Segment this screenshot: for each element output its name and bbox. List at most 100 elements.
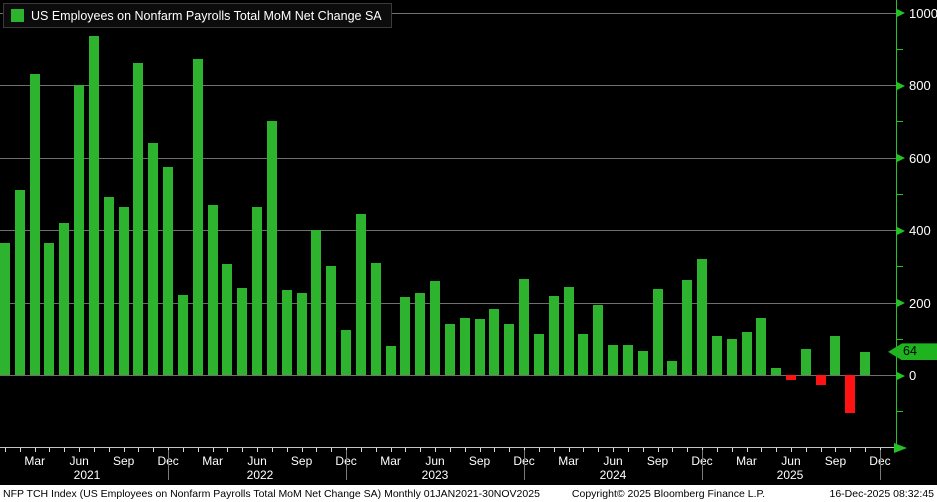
x-month-tick bbox=[316, 448, 317, 452]
bar-dec-2021[interactable] bbox=[163, 167, 173, 375]
bar-dec-2024[interactable] bbox=[697, 259, 707, 375]
x-month-tick bbox=[376, 448, 377, 452]
y-tick-arrow-icon bbox=[897, 82, 905, 90]
bar-feb-2023[interactable] bbox=[371, 263, 381, 375]
bar-aug-2024[interactable] bbox=[638, 351, 648, 375]
x-month-tick bbox=[835, 448, 836, 452]
x-month-tick bbox=[613, 448, 614, 452]
bar-nov-2024[interactable] bbox=[682, 280, 692, 375]
x-year-label-2023: 2023 bbox=[422, 469, 449, 481]
bar-jul-2021[interactable] bbox=[89, 36, 99, 375]
bar-feb-2022[interactable] bbox=[193, 59, 203, 375]
bar-dec-2022[interactable] bbox=[341, 330, 351, 375]
bar-nov-2021[interactable] bbox=[148, 143, 158, 375]
bar-mar-2024[interactable] bbox=[564, 287, 574, 375]
bar-may-2024[interactable] bbox=[593, 305, 603, 375]
bar-sep-2022[interactable] bbox=[297, 293, 307, 375]
x-month-label: Mar bbox=[558, 455, 579, 467]
year-separator bbox=[880, 450, 881, 480]
status-index-description: NFP TCH Index (US Employees on Nonfarm P… bbox=[3, 488, 540, 500]
bar-jan-2021[interactable] bbox=[0, 243, 10, 375]
bar-mar-2021[interactable] bbox=[30, 74, 40, 375]
bar-may-2021[interactable] bbox=[59, 223, 69, 375]
bar-jan-2025[interactable] bbox=[712, 336, 722, 375]
bar-may-2022[interactable] bbox=[237, 288, 247, 375]
bar-dec-2023[interactable] bbox=[519, 279, 529, 375]
legend[interactable]: US Employees on Nonfarm Payrolls Total M… bbox=[3, 3, 392, 28]
x-month-tick bbox=[450, 448, 451, 452]
bar-aug-2021[interactable] bbox=[104, 197, 114, 375]
bar-aug-2022[interactable] bbox=[282, 290, 292, 375]
x-year-label-2024: 2024 bbox=[600, 469, 627, 481]
bar-aug-2025[interactable] bbox=[816, 375, 826, 385]
y-tick-arrow-icon bbox=[897, 9, 905, 17]
x-month-tick bbox=[153, 448, 154, 452]
bar-mar-2023[interactable] bbox=[386, 346, 396, 375]
y-tick-arrow-icon bbox=[897, 372, 905, 380]
bar-may-2023[interactable] bbox=[415, 293, 425, 375]
x-month-label: Sep bbox=[113, 455, 134, 467]
bar-jan-2023[interactable] bbox=[356, 214, 366, 375]
x-month-tick bbox=[628, 448, 629, 452]
x-year-label-2021: 2021 bbox=[74, 469, 101, 481]
bar-jun-2021[interactable] bbox=[74, 85, 84, 375]
bar-apr-2021[interactable] bbox=[44, 243, 54, 375]
bar-jun-2022[interactable] bbox=[252, 207, 262, 375]
x-month-tick bbox=[672, 448, 673, 452]
bar-jan-2022[interactable] bbox=[178, 295, 188, 375]
bar-aug-2023[interactable] bbox=[460, 318, 470, 375]
y-tick-label-1000: 1000 bbox=[909, 7, 937, 20]
bar-nov-2022[interactable] bbox=[326, 266, 336, 375]
bar-sep-2024[interactable] bbox=[653, 289, 663, 375]
bar-apr-2024[interactable] bbox=[578, 334, 588, 375]
bar-jun-2025[interactable] bbox=[786, 375, 796, 380]
y-minor-tick bbox=[897, 121, 903, 122]
bar-oct-2022[interactable] bbox=[311, 230, 321, 375]
year-separator bbox=[346, 450, 347, 480]
x-month-tick bbox=[64, 448, 65, 452]
x-month-label: Mar bbox=[736, 455, 757, 467]
bar-sep-2021[interactable] bbox=[119, 207, 129, 375]
bar-sep-2023[interactable] bbox=[475, 319, 485, 375]
plot-area[interactable]: US Employees on Nonfarm Payrolls Total M… bbox=[0, 0, 937, 485]
x-month-label: Jun bbox=[247, 455, 266, 467]
bar-jul-2023[interactable] bbox=[445, 324, 455, 375]
bar-oct-2025[interactable] bbox=[845, 375, 855, 413]
x-month-tick bbox=[435, 448, 436, 452]
bar-jul-2022[interactable] bbox=[267, 121, 277, 375]
bar-apr-2023[interactable] bbox=[400, 297, 410, 375]
x-month-tick bbox=[213, 448, 214, 452]
status-copyright: Copyright© 2025 Bloomberg Finance L.P. bbox=[572, 488, 765, 500]
last-value-text: 64 bbox=[903, 344, 917, 358]
year-separator bbox=[168, 450, 169, 480]
bar-nov-2025[interactable] bbox=[860, 352, 870, 375]
x-month-tick bbox=[302, 448, 303, 452]
bar-sep-2025[interactable] bbox=[830, 336, 840, 375]
bar-feb-2021[interactable] bbox=[15, 190, 25, 375]
bar-mar-2025[interactable] bbox=[742, 332, 752, 375]
bar-may-2025[interactable] bbox=[771, 368, 781, 375]
x-month-tick bbox=[49, 448, 50, 452]
bar-oct-2021[interactable] bbox=[133, 63, 143, 375]
x-month-tick bbox=[20, 448, 21, 452]
bar-jun-2023[interactable] bbox=[430, 281, 440, 375]
bar-jan-2024[interactable] bbox=[534, 334, 544, 375]
y-tick-arrow-icon bbox=[897, 154, 905, 162]
y-minor-tick bbox=[897, 266, 903, 267]
bar-apr-2022[interactable] bbox=[222, 264, 232, 375]
bar-jun-2024[interactable] bbox=[608, 345, 618, 375]
bar-nov-2023[interactable] bbox=[504, 324, 514, 375]
bar-feb-2024[interactable] bbox=[549, 296, 559, 375]
x-month-label: Sep bbox=[647, 455, 668, 467]
bar-feb-2025[interactable] bbox=[727, 339, 737, 375]
x-month-tick bbox=[732, 448, 733, 452]
bar-jul-2025[interactable] bbox=[801, 349, 811, 375]
bar-jul-2024[interactable] bbox=[623, 345, 633, 375]
bar-mar-2022[interactable] bbox=[208, 205, 218, 375]
bar-oct-2024[interactable] bbox=[667, 361, 677, 375]
status-timestamp: 16-Dec-2025 08:32:45 bbox=[830, 488, 935, 500]
bar-apr-2025[interactable] bbox=[756, 318, 766, 375]
x-month-tick bbox=[227, 448, 228, 452]
bar-oct-2023[interactable] bbox=[489, 309, 499, 375]
x-month-label: Mar bbox=[24, 455, 45, 467]
